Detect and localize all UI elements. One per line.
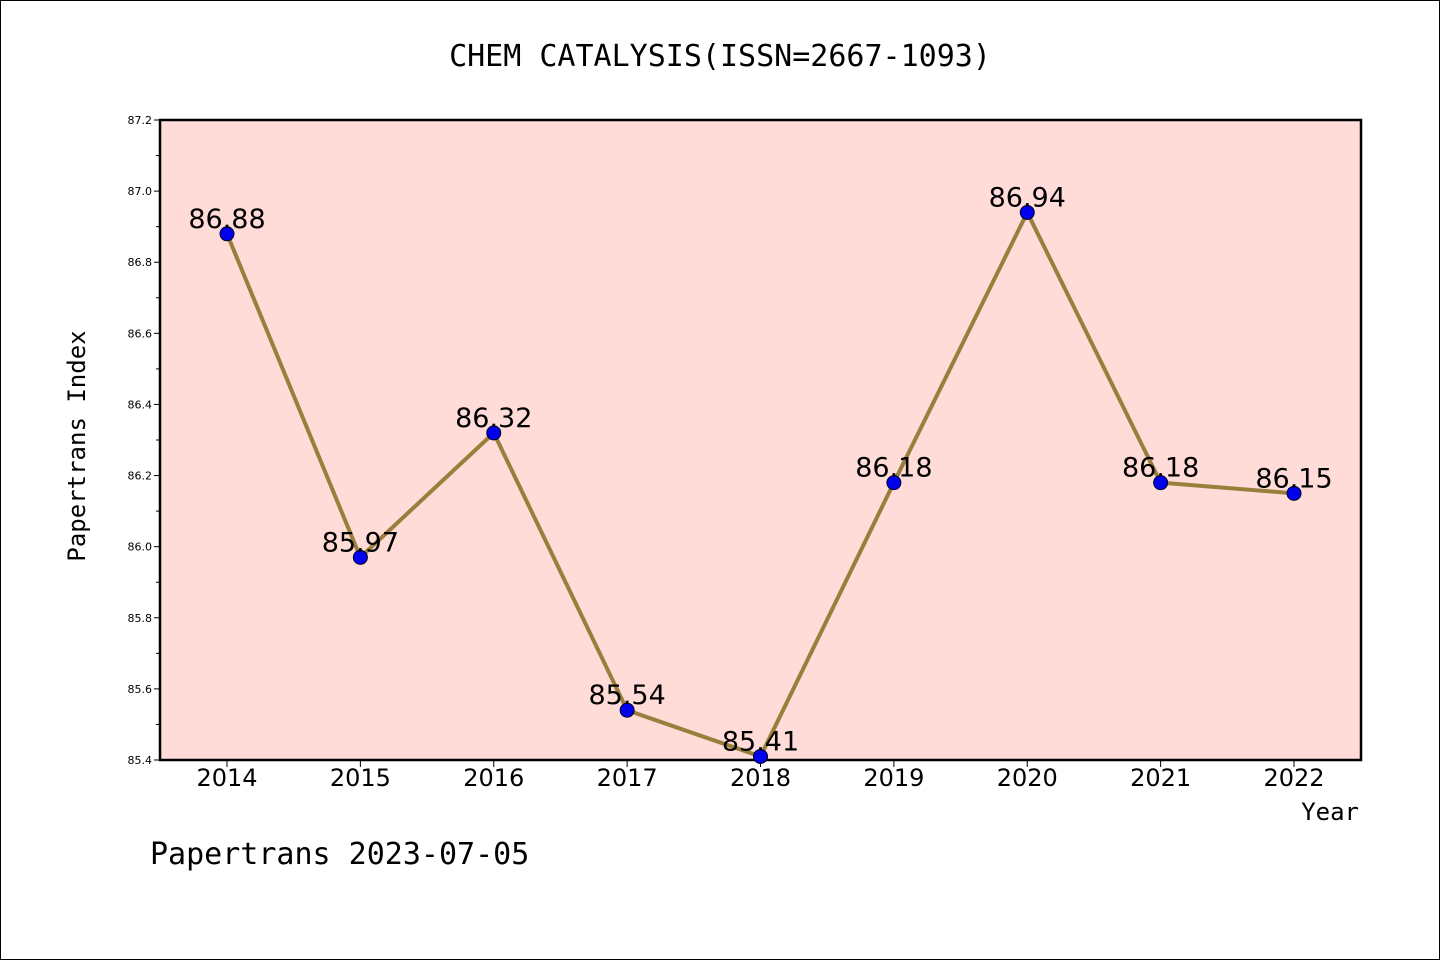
x-tick-label: 2022 <box>1263 764 1324 792</box>
data-point <box>352 549 368 565</box>
y-tick-label: 85.6 <box>128 683 153 696</box>
data-label: 86.15 <box>1255 463 1332 494</box>
footer-credit: Papertrans 2023-07-05 <box>150 837 529 872</box>
data-label: 86.88 <box>188 204 265 235</box>
y-tick-label: 86.8 <box>128 256 153 269</box>
data-label: 86.18 <box>1122 453 1199 484</box>
data-label: 85.54 <box>588 680 665 711</box>
x-tick-label: 2014 <box>196 764 257 792</box>
x-axis-label: Year <box>1301 798 1359 826</box>
data-point <box>219 226 235 242</box>
y-tick-label: 85.4 <box>128 754 153 767</box>
data-label: 86.32 <box>455 403 532 434</box>
x-tick-label: 2018 <box>730 764 791 792</box>
data-point <box>619 702 635 718</box>
data-point <box>1286 485 1302 501</box>
plot-area <box>158 118 1363 762</box>
data-label: 86.94 <box>989 182 1066 213</box>
data-points <box>219 204 1302 764</box>
y-tick-label: 86.2 <box>128 470 153 483</box>
x-tick-label: 2019 <box>863 764 924 792</box>
y-tick-label: 86.4 <box>128 398 153 411</box>
data-point <box>886 475 902 491</box>
y-axis-label: Papertrans Index <box>63 330 91 561</box>
x-axis: 2014 2015 2016 2017 2018 2019 2020 2021 2022 <box>196 760 1325 792</box>
x-tick-label: 2017 <box>597 764 658 792</box>
x-tick-label: 2021 <box>1130 764 1191 792</box>
y-tick-label: 86.0 <box>128 541 153 554</box>
x-tick-label: 2015 <box>330 764 391 792</box>
data-labels: 86.88 85.97 86.32 85.54 85.41 86.18 86.94 86.18… <box>188 182 1332 757</box>
x-tick-label: 2016 <box>463 764 524 792</box>
data-point <box>1153 475 1169 491</box>
y-tick-label: 87.2 <box>128 114 153 127</box>
data-label: 85.97 <box>322 527 399 558</box>
x-tick-label: 2020 <box>997 764 1058 792</box>
data-label: 85.41 <box>722 726 799 757</box>
y-tick-label: 86.6 <box>128 327 153 340</box>
data-point <box>486 425 502 441</box>
chart-title: CHEM CATALYSIS(ISSN=2667-1093) <box>449 39 991 74</box>
data-point <box>753 748 768 764</box>
data-label: 86.18 <box>855 453 932 484</box>
y-axis: 85.4 85.6 85.8 86.0 86.2 86.4 86.6 86.8 87.0 87.2 <box>128 114 160 767</box>
y-tick-label: 87.0 <box>128 185 153 198</box>
data-point <box>1019 204 1035 220</box>
y-tick-label: 85.8 <box>128 612 153 625</box>
